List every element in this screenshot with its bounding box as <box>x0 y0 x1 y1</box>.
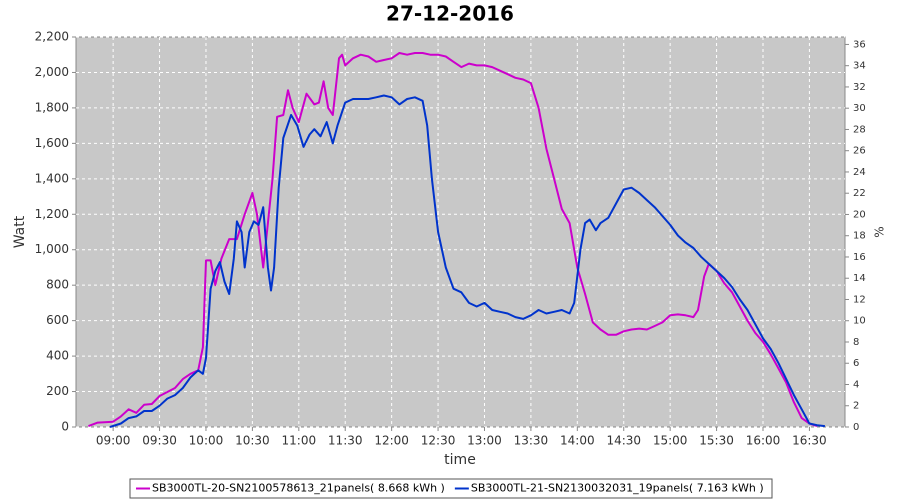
y-tick-label: 1,200 <box>35 207 69 221</box>
y2-tick-label: 32 <box>853 82 866 93</box>
y-tick-label: 1,400 <box>35 171 69 185</box>
x-tick-label: 14:00 <box>560 434 595 448</box>
y2-tick-label: 36 <box>853 39 866 50</box>
y-axis-label: Watt <box>12 215 28 248</box>
y2-tick-label: 14 <box>853 273 866 284</box>
y-tick-label: 1,800 <box>35 100 69 114</box>
x-tick-label: 11:00 <box>282 434 317 448</box>
x-tick-label: 12:30 <box>421 434 456 448</box>
y-tick-label: 800 <box>46 278 69 292</box>
y2-tick-label: 0 <box>853 422 859 433</box>
x-tick-label: 14:30 <box>606 434 641 448</box>
y2-tick-label: 8 <box>853 337 859 348</box>
plot-area <box>75 36 846 428</box>
x-tick-label: 13:30 <box>514 434 549 448</box>
y2-tick-label: 18 <box>853 231 866 242</box>
x-tick-label: 16:00 <box>746 434 781 448</box>
series-line <box>109 94 826 428</box>
y2-tick-label: 2 <box>853 401 859 412</box>
x-tick-label: 12:00 <box>374 434 409 448</box>
y2-tick-label: 4 <box>853 379 859 390</box>
x-tick-label: 11:30 <box>328 434 363 448</box>
x-tick-label: 16:30 <box>792 434 827 448</box>
x-axis-label: time <box>444 452 476 468</box>
y2-tick-label: 34 <box>853 61 866 72</box>
y2-tick-label: 24 <box>853 167 866 178</box>
x-tick-label: 10:00 <box>189 434 224 448</box>
y2-tick-label: 30 <box>853 103 866 114</box>
chart-title: 27-12-2016 <box>386 2 514 26</box>
y2-tick-label: 26 <box>853 146 866 157</box>
x-tick-label: 10:30 <box>235 434 270 448</box>
y-tick-label: 200 <box>46 384 69 398</box>
x-tick-label: 15:30 <box>699 434 734 448</box>
y2-tick-label: 16 <box>853 252 866 263</box>
y2-tick-label: 20 <box>853 209 866 220</box>
x-tick-label: 13:00 <box>467 434 502 448</box>
y-tick-label: 1,000 <box>35 242 69 256</box>
y2-tick-label: 22 <box>853 188 866 199</box>
y2-tick-label: 10 <box>853 316 866 327</box>
y2-axis-label: % <box>873 226 887 237</box>
x-tick-label: 09:00 <box>96 434 131 448</box>
legend-label: SB3000TL-20-SN2100578613_21panels( 8.668… <box>152 482 445 495</box>
y2-tick-label: 12 <box>853 294 866 305</box>
y2-tick-label: 6 <box>853 358 859 369</box>
legend-label: SB3000TL-21-SN2130032031_19panels( 7.163… <box>471 482 764 495</box>
y-tick-label: 400 <box>46 349 69 363</box>
y-tick-label: 1,600 <box>35 136 69 150</box>
y-tick-label: 0 <box>61 420 69 434</box>
y2-tick-label: 28 <box>853 124 866 135</box>
x-tick-label: 15:00 <box>653 434 688 448</box>
y-tick-label: 2,000 <box>35 65 69 79</box>
x-tick-label: 09:30 <box>142 434 177 448</box>
y-tick-label: 2,200 <box>35 30 69 44</box>
legend-box <box>129 478 773 499</box>
y-tick-label: 600 <box>46 313 69 327</box>
